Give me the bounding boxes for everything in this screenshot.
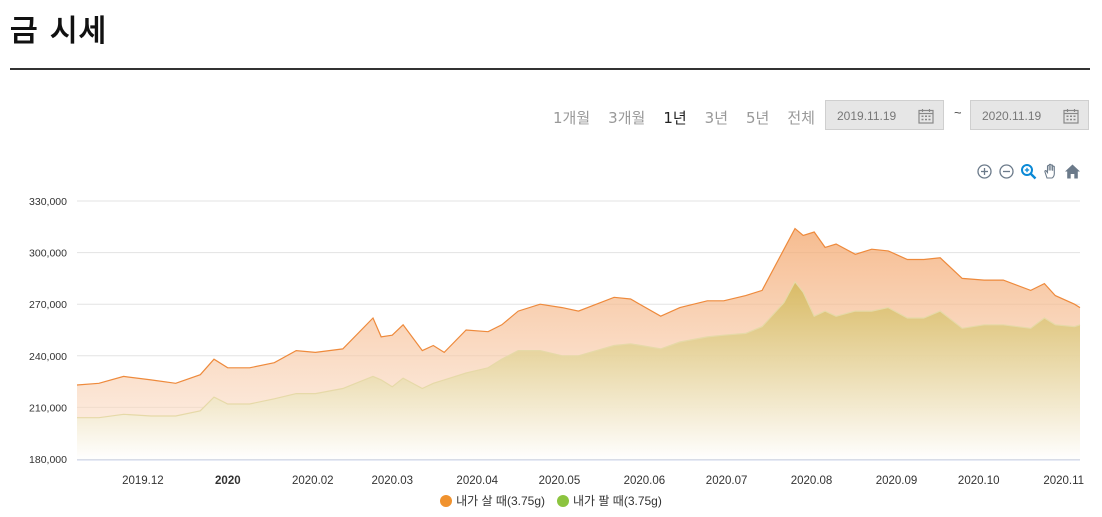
y-tick-label: 330,000 (29, 196, 67, 208)
series-line-buy (76, 227, 1081, 386)
series-line-sell (77, 280, 1081, 419)
range-1-month-button[interactable]: 1개월 (553, 109, 591, 127)
chart-toolbar (976, 163, 1081, 180)
x-tick-label: 2020.03 (371, 475, 413, 487)
reset-home-icon[interactable] (1064, 163, 1081, 180)
range-1-year-button[interactable]: 1년 (663, 109, 687, 127)
calendar-icon[interactable] (1063, 108, 1079, 124)
legend-item-sell[interactable]: 내가 팔 때(3.75g) (557, 492, 662, 509)
y-tick-label: 300,000 (29, 248, 67, 260)
x-tick-label: 2020.02 (292, 475, 334, 487)
y-axis: 180,000 210,000 240,000 270,000 300,000 330,0… (29, 196, 67, 466)
start-date-value: 2019.11.19 (837, 109, 897, 123)
x-axis: 2019.12 2020 2020.02 2020.03 2020.04 2020.05 2… (77, 459, 1084, 487)
range-5-year-button[interactable]: 5년 (746, 109, 770, 127)
range-3-month-button[interactable]: 3개월 (608, 109, 646, 127)
y-tick-label: 240,000 (29, 351, 67, 363)
x-tick-label: 2020.04 (456, 475, 498, 487)
range-3-year-button[interactable]: 3년 (704, 109, 728, 127)
calendar-icon[interactable] (918, 108, 934, 124)
end-date-field[interactable]: 2020.11.19 (970, 100, 1089, 130)
x-tick-label: 2020 (215, 475, 241, 487)
plot-area (76, 227, 1081, 459)
period-selector: 1개월 3개월 1년 3년 5년 전체 (553, 107, 833, 128)
title-divider (10, 68, 1090, 70)
range-all-button[interactable]: 전체 (787, 109, 815, 127)
zoom-in-icon[interactable] (976, 163, 993, 180)
start-date-field[interactable]: 2019.11.19 (825, 100, 944, 130)
x-tick-label: 2020.10 (958, 475, 1000, 487)
area-sell (77, 281, 1080, 459)
x-tick-label: 2020.08 (791, 475, 833, 487)
y-tick-label: 210,000 (29, 402, 67, 414)
x-tick-label: 2020.06 (624, 475, 666, 487)
x-tick-label: 2020.09 (876, 475, 918, 487)
selection-zoom-icon[interactable] (1020, 163, 1037, 180)
x-tick-label: 2019.12 (122, 475, 164, 487)
x-tick-label: 2020.11 (1043, 475, 1084, 487)
chart-legend: 내가 살 때(3.75g) 내가 팔 때(3.75g) (0, 492, 1102, 509)
gold-price-chart: 180,000 210,000 240,000 270,000 300,000 330,0… (29, 196, 1084, 487)
date-range-separator: ~ (954, 105, 962, 120)
legend-label-sell: 내가 팔 때(3.75g) (573, 494, 662, 508)
pan-icon[interactable] (1042, 163, 1059, 180)
page-title: 금 시세 (10, 14, 108, 49)
legend-item-buy[interactable]: 내가 살 때(3.75g) (440, 492, 545, 509)
legend-marker-sell (557, 494, 569, 507)
y-tick-label: 180,000 (29, 454, 67, 466)
x-tick-label: 2020.07 (706, 475, 748, 487)
y-tick-label: 270,000 (29, 299, 67, 311)
x-tick-label: 2020.05 (539, 475, 581, 487)
end-date-value: 2020.11.19 (982, 109, 1042, 123)
legend-marker-buy (440, 494, 453, 507)
zoom-out-icon[interactable] (998, 163, 1015, 180)
legend-label-buy: 내가 살 때(3.75g) (456, 494, 545, 508)
